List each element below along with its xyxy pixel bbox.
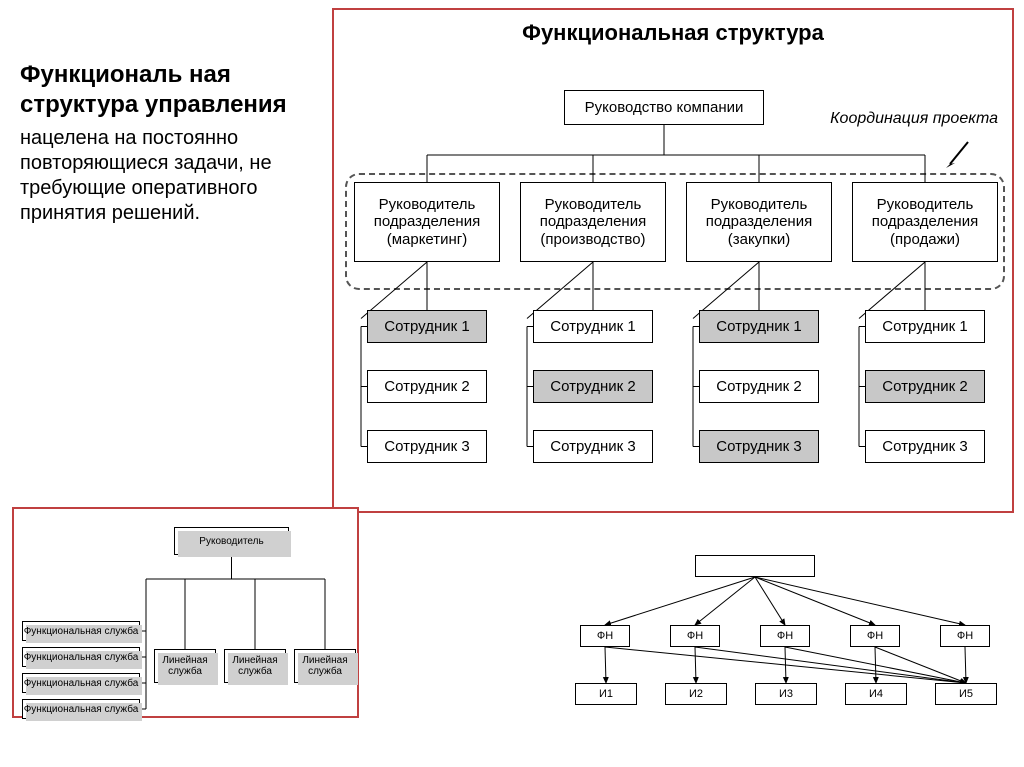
employee-node-r1-c1: Сотрудник 2 xyxy=(533,370,653,403)
bottom-connectors xyxy=(515,555,1015,755)
employee-node-r0-c1: Сотрудник 1 xyxy=(533,310,653,343)
company-management-node: Руководство компании xyxy=(564,90,764,125)
bottom-diagram: ФН ФН ФН ФН ФН И1 И2 И3 И4 И5 xyxy=(515,555,1015,755)
small-lin-2: Линейная служба xyxy=(294,649,356,683)
bottom-i-1: И2 xyxy=(665,683,727,705)
employee-node-r2-c0: Сотрудник 3 xyxy=(367,430,487,463)
bottom-i-4: И5 xyxy=(935,683,997,705)
small-func-2: Функциональная служба xyxy=(22,673,140,693)
department-node-1: Руководитель подразделения (производство… xyxy=(520,182,666,262)
bottom-fn-1: ФН xyxy=(670,625,720,647)
bottom-fn-3: ФН xyxy=(850,625,900,647)
coordination-label: Координация проекта xyxy=(830,110,998,128)
bottom-i-3: И4 xyxy=(845,683,907,705)
employee-node-r2-c2: Сотрудник 3 xyxy=(699,430,819,463)
small-lin-1: Линейная служба xyxy=(224,649,286,683)
bottom-i-2: И3 xyxy=(755,683,817,705)
employee-node-r0-c3: Сотрудник 1 xyxy=(865,310,985,343)
bottom-i-0: И1 xyxy=(575,683,637,705)
department-node-3: Руководитель подразделения (продажи) xyxy=(852,182,998,262)
employee-node-r0-c2: Сотрудник 1 xyxy=(699,310,819,343)
main-diagram-title: Функциональная структура xyxy=(334,20,1012,46)
bottom-fn-2: ФН xyxy=(760,625,810,647)
small-lin-0: Линейная служба xyxy=(154,649,216,683)
small-func-3: Функциональная служба xyxy=(22,699,140,719)
employee-node-r2-c1: Сотрудник 3 xyxy=(533,430,653,463)
department-node-2: Руководитель подразделения (закупки) xyxy=(686,182,832,262)
sidebar-text-block: Функциональ ная структура управления нац… xyxy=(20,60,320,226)
small-top-node: Руководитель xyxy=(174,527,289,555)
bottom-fn-4: ФН xyxy=(940,625,990,647)
small-diagram-frame: Руководитель Функциональная служба Функцио… xyxy=(12,507,359,718)
bottom-fn-0: ФН xyxy=(580,625,630,647)
employee-node-r2-c3: Сотрудник 3 xyxy=(865,430,985,463)
sidebar-body: нацелена на постоянно повторяющиеся зада… xyxy=(20,126,320,226)
bottom-top-node xyxy=(695,555,815,577)
company-management-label: Руководство компании xyxy=(585,99,744,116)
employee-node-r1-c3: Сотрудник 2 xyxy=(865,370,985,403)
employee-node-r0-c0: Сотрудник 1 xyxy=(367,310,487,343)
department-node-0: Руководитель подразделения (маркетинг) xyxy=(354,182,500,262)
coordination-arrow-icon xyxy=(942,140,972,170)
small-func-0: Функциональная служба xyxy=(22,621,140,641)
main-diagram-frame: Функциональная структура Координация про… xyxy=(332,8,1014,513)
employee-node-r1-c2: Сотрудник 2 xyxy=(699,370,819,403)
small-func-1: Функциональная служба xyxy=(22,647,140,667)
sidebar-heading: Функциональ ная структура управления xyxy=(20,60,320,120)
employee-node-r1-c0: Сотрудник 2 xyxy=(367,370,487,403)
